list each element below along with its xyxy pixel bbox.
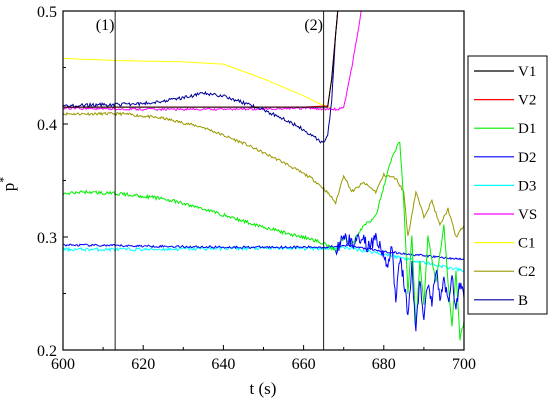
x-tick-label: 680 bbox=[372, 356, 396, 373]
y-tick-label: 0.2 bbox=[37, 343, 57, 360]
y-tick-label: 0.4 bbox=[37, 117, 57, 134]
legend-label-b: B bbox=[518, 293, 528, 309]
series-line-d2 bbox=[63, 243, 464, 261]
legend-label-v2: V2 bbox=[518, 93, 536, 109]
legend-label-c1: C1 bbox=[518, 236, 536, 252]
plot-frame bbox=[62, 10, 465, 351]
y-tick-label: 0.5 bbox=[37, 4, 57, 21]
legend-label-d2: D2 bbox=[518, 150, 536, 166]
series-layer bbox=[63, 11, 464, 341]
series-line-v1 bbox=[63, 11, 339, 108]
x-tick-label: 700 bbox=[452, 356, 476, 373]
y-axis-label-text: p bbox=[0, 183, 18, 192]
series-line-d2-oscillation bbox=[335, 232, 464, 332]
legend-label-v1: V1 bbox=[518, 64, 536, 80]
legend-label-vs: VS bbox=[518, 207, 537, 223]
series-line-b bbox=[63, 11, 339, 144]
x-tick-label: 600 bbox=[51, 356, 75, 373]
axis-ticks: 600 620 640 660 680 700 0.2 0.3 0.4 0.5 bbox=[37, 4, 476, 373]
legend-label-d3: D3 bbox=[518, 178, 536, 194]
marker-label-1: (1) bbox=[96, 17, 115, 34]
x-tick-label: 660 bbox=[292, 356, 316, 373]
series-line-vs bbox=[63, 11, 362, 112]
y-tick-label: 0.3 bbox=[37, 230, 57, 247]
y-axis-label: p* bbox=[0, 177, 18, 192]
series-line-c1 bbox=[63, 58, 332, 109]
x-tick-label: 620 bbox=[131, 356, 155, 373]
series-line-d3 bbox=[63, 245, 464, 273]
legend-label-d1: D1 bbox=[518, 121, 536, 137]
x-tick-label: 640 bbox=[211, 356, 235, 373]
series-line-c2 bbox=[63, 111, 464, 238]
marker-label-2: (2) bbox=[304, 17, 323, 34]
legend: V1 V2 D1 D2 D3 VS C1 C2 B bbox=[467, 55, 548, 315]
legend-label-c2: C2 bbox=[518, 264, 536, 280]
series-line-d1 bbox=[63, 141, 464, 341]
marker-lines: (1) (2) bbox=[96, 11, 325, 350]
x-axis-label: t (s) bbox=[250, 379, 277, 398]
svg-text:p*: p* bbox=[0, 177, 18, 192]
y-axis-label-superscript: * bbox=[0, 177, 10, 183]
